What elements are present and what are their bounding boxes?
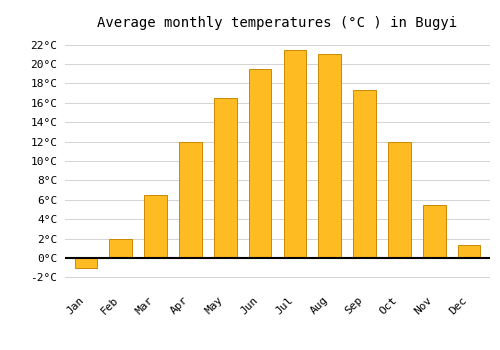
Title: Average monthly temperatures (°C ) in Bugyi: Average monthly temperatures (°C ) in Bu…	[98, 16, 458, 30]
Bar	[74, 258, 97, 268]
Bar	[249, 69, 272, 258]
Bar	[179, 142, 202, 258]
Bar	[388, 142, 410, 258]
Bar	[354, 90, 376, 258]
Bar	[458, 245, 480, 258]
Bar	[318, 54, 341, 258]
Bar	[423, 205, 446, 258]
Bar	[144, 195, 167, 258]
Bar	[214, 98, 236, 258]
Bar	[284, 50, 306, 258]
Bar	[110, 239, 132, 258]
